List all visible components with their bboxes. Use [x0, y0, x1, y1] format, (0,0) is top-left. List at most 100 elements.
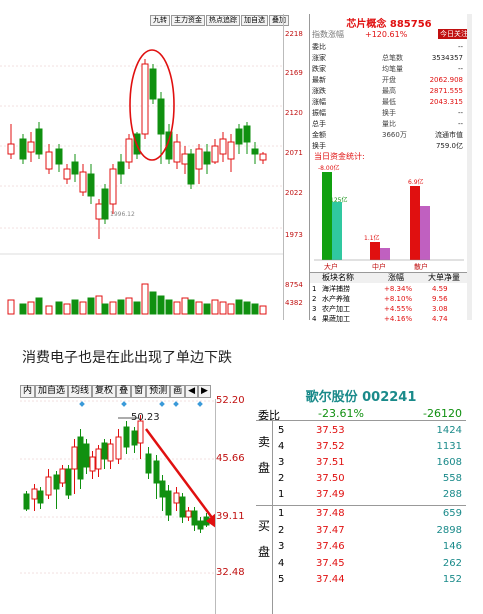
buy-row-level: 3	[278, 541, 285, 552]
top-toolbar-button-4[interactable]: 叠加	[269, 15, 289, 26]
top-volume-bar	[45, 305, 53, 315]
sector-index: 2	[312, 295, 317, 303]
bottom-toolbar-button-3[interactable]: 复权	[92, 385, 117, 398]
bottom-toolbar-button-5[interactable]: 窗	[131, 385, 147, 398]
sector-volume: 4.59	[432, 285, 448, 293]
red-arrow-line	[144, 428, 215, 524]
top-volume-bar	[109, 301, 117, 315]
top-price-label: 1973	[285, 231, 303, 239]
top-candle-body	[125, 138, 133, 163]
bottom-toolbar-button-0[interactable]: 内	[20, 385, 36, 398]
top-row-value: 流通市值	[435, 131, 463, 139]
top-volume-bar	[173, 301, 181, 315]
flow-label-small: 散户	[414, 263, 428, 271]
bottom-price-axis	[215, 399, 259, 614]
sell-side-label: 卖盘	[258, 435, 271, 475]
top-low-marker: 1996.12	[110, 211, 135, 218]
top-price-label: 2169	[285, 69, 303, 77]
bottom-screenshot: 内加自选 均线 复权叠窗预测画 ◀ ▶ 52.20 45.66 39.11 32.48 50.…	[20, 385, 470, 614]
top-row-value: 2062.908	[429, 76, 463, 84]
top-candle-body	[211, 145, 219, 163]
top-volume-bar	[95, 295, 103, 315]
buy-row-price: 37.47	[316, 524, 345, 536]
top-panel-sub-change: +120.61%	[365, 30, 408, 39]
top-candle-body	[45, 151, 53, 170]
top-volume-bar	[187, 299, 195, 315]
top-candle-body	[165, 131, 173, 160]
bottom-toolbar-button-6[interactable]: 预测	[146, 385, 171, 398]
sector-volume: 9.56	[432, 295, 448, 303]
top-volume-bar	[87, 297, 95, 315]
highlight-ellipse	[129, 49, 175, 161]
bottom-high-marker: 50.23	[131, 412, 160, 423]
top-panel-sub-label: 指数涨幅	[312, 30, 344, 39]
top-panel-tag[interactable]: 今日关注	[438, 29, 470, 39]
sell-row-price: 37.53	[316, 425, 345, 436]
flow-title: 当日资金统计:	[314, 152, 365, 161]
bottom-toolbar-button-8[interactable]: ◀	[185, 385, 199, 398]
top-toolbar-button-2[interactable]: 热点追踪	[206, 15, 240, 26]
top-volume-bar	[251, 303, 259, 315]
top-candle-body	[27, 141, 35, 153]
buy-row-volume: 262	[442, 557, 462, 569]
top-toolbar-button-3[interactable]: 加自选	[241, 15, 268, 26]
buy-row-level: 1	[278, 508, 285, 519]
top-row-mid: 总笔数	[382, 54, 403, 62]
sector-name[interactable]: 农产加工	[322, 305, 350, 313]
bottom-candle-body	[71, 446, 78, 470]
caption-text: 消费电子也是在此出现了单边下跌	[22, 350, 232, 366]
top-candle-body	[235, 128, 243, 145]
top-row-label: 跌家	[312, 65, 326, 73]
bottom-toolbar-button-4[interactable]: 叠	[116, 385, 132, 398]
top-toolbar-button-0[interactable]: 九转	[150, 15, 170, 26]
top-volume-bar	[227, 303, 235, 315]
buy-row-price: 37.44	[316, 574, 345, 585]
bottom-toolbar-button-1[interactable]: 加自选	[35, 385, 69, 398]
top-candle-body	[157, 98, 165, 135]
bottom-candle-body	[31, 488, 38, 500]
wei-row: 委比 -23.61% -26120	[256, 407, 466, 422]
buy-side-label: 买盘	[258, 519, 271, 559]
bottom-toolbar-button-9[interactable]: ▶	[198, 385, 211, 398]
top-row-label: 总手	[312, 120, 326, 128]
top-volume-bar	[259, 305, 267, 315]
buy-row-volume: 152	[442, 574, 462, 585]
bottom-candle-body	[65, 468, 72, 496]
sector-name[interactable]: 水产养殖	[322, 295, 350, 303]
top-volume-bar	[219, 301, 227, 315]
order-book-divider-h	[256, 505, 466, 506]
top-volume-bar	[101, 303, 109, 315]
bottom-candle-body	[159, 480, 166, 498]
bottom-candle-body	[185, 510, 192, 518]
top-row-value: --	[457, 120, 463, 128]
sell-row-level: 1	[278, 489, 285, 500]
top-volume-bar	[63, 303, 71, 315]
top-row-mid: 3660万	[382, 131, 407, 139]
top-right-scrollbar[interactable]	[467, 14, 472, 320]
sector-index: 3	[312, 305, 317, 313]
top-toolbar-button-1[interactable]: 主力资金	[171, 15, 205, 26]
bottom-candle-body	[107, 443, 114, 462]
bottom-candle-body	[59, 468, 66, 484]
top-candle-body	[95, 203, 103, 220]
sector-name[interactable]: 海洋捕捞	[322, 285, 350, 293]
bottom-toolbar-button-7[interactable]: 画	[170, 385, 186, 398]
sell-row-volume: 558	[442, 473, 462, 484]
top-row-label: 换手	[312, 142, 326, 150]
buy-row-price: 37.48	[316, 508, 345, 519]
flow-bar-mid-in	[370, 242, 380, 260]
top-volume-bar	[55, 301, 63, 315]
bottom-toolbar-button-2[interactable]: 均线	[68, 385, 93, 398]
top-screenshot: 九转 主力资金 热点追踪 加自选 叠加 2218 2169 2120 2071 2022 1973…	[0, 14, 472, 323]
top-volume-bar	[19, 303, 27, 315]
bottom-candle-body	[173, 492, 180, 504]
top-volume-bar	[195, 301, 203, 315]
buy-row-volume: 659	[442, 508, 462, 519]
sector-name[interactable]: 果蔬加工	[322, 315, 350, 323]
top-chart-area	[0, 14, 283, 320]
list-header-pct: 涨幅	[388, 273, 404, 282]
top-row-label: 最新	[312, 76, 326, 84]
wei-diff: -26120	[423, 407, 462, 420]
bottom-price-label: 32.48	[216, 567, 245, 578]
top-candle-body	[259, 153, 267, 161]
